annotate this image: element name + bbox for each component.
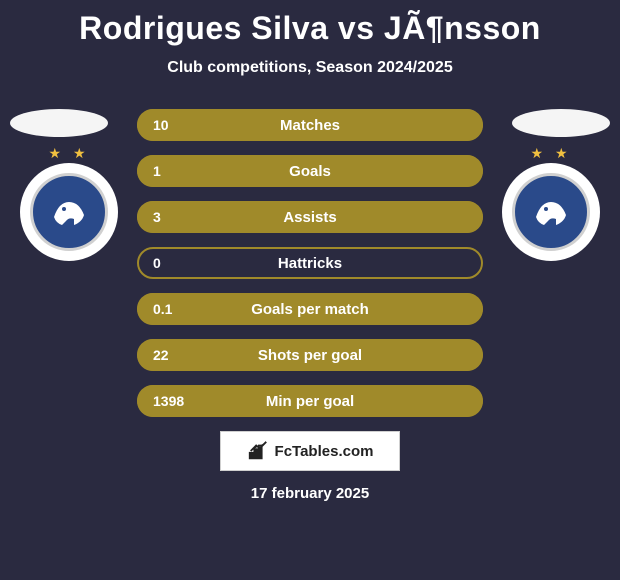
source-logo: FcTables.com [220, 431, 400, 471]
stat-label: Min per goal [217, 393, 403, 410]
chart-icon [247, 440, 269, 462]
stat-label: Goals [217, 163, 403, 180]
stat-row: 22Shots per goal [137, 339, 483, 371]
stat-row: 1Goals [137, 155, 483, 187]
club-stars-right: ★ ★ [502, 145, 600, 162]
stat-row: 1398Min per goal [137, 385, 483, 417]
stat-value-left: 3 [137, 209, 217, 225]
date-label: 17 february 2025 [0, 485, 620, 502]
club-badge-right: ★ ★ [502, 163, 600, 261]
page-title: Rodrigues Silva vs JÃ¶nsson [0, 0, 620, 47]
stat-value-left: 1 [137, 163, 217, 179]
stat-value-left: 22 [137, 347, 217, 363]
stat-value-left: 0 [137, 255, 217, 271]
stat-value-left: 10 [137, 117, 217, 133]
source-logo-text: FcTables.com [275, 443, 374, 460]
club-badge-left: ★ ★ [20, 163, 118, 261]
player-oval-left [10, 109, 108, 137]
stat-label: Goals per match [217, 301, 403, 318]
club-crest-icon [515, 176, 587, 248]
stats-area: ★ ★ ★ ★ 10Matches1Goals3Assists0Hattrick… [0, 109, 620, 417]
stat-label: Assists [217, 209, 403, 226]
subtitle: Club competitions, Season 2024/2025 [0, 59, 620, 77]
stat-rows: 10Matches1Goals3Assists0Hattricks0.1Goal… [137, 109, 483, 417]
stat-label: Hattricks [217, 255, 403, 272]
stat-value-left: 0.1 [137, 301, 217, 317]
player-oval-right [512, 109, 610, 137]
stat-row: 0.1Goals per match [137, 293, 483, 325]
stat-value-left: 1398 [137, 393, 217, 409]
stat-label: Matches [217, 117, 403, 134]
stat-row: 0Hattricks [137, 247, 483, 279]
club-crest-icon [33, 176, 105, 248]
stat-row: 3Assists [137, 201, 483, 233]
stat-row: 10Matches [137, 109, 483, 141]
stat-label: Shots per goal [217, 347, 403, 364]
club-stars-left: ★ ★ [20, 145, 118, 162]
